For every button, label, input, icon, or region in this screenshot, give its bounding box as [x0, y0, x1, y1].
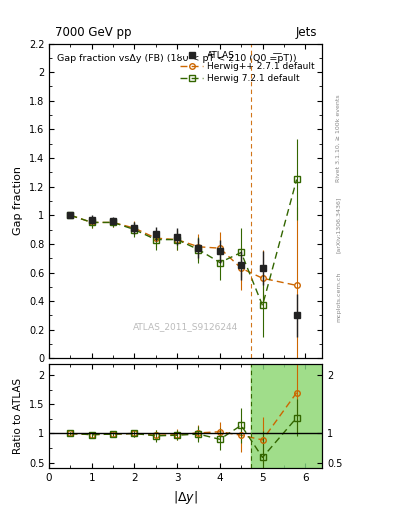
Text: 7000 GeV pp: 7000 GeV pp: [55, 26, 131, 39]
Text: Rivet 3.1.10, ≥ 100k events: Rivet 3.1.10, ≥ 100k events: [336, 94, 341, 182]
X-axis label: $|\Delta y|$: $|\Delta y|$: [173, 489, 198, 506]
Text: mcplots.cern.ch: mcplots.cern.ch: [336, 272, 341, 322]
Y-axis label: Gap fraction: Gap fraction: [13, 166, 23, 236]
Y-axis label: Ratio to ATLAS: Ratio to ATLAS: [13, 378, 23, 454]
Text: [arXiv:1306.3436]: [arXiv:1306.3436]: [336, 197, 341, 253]
Text: Gap fraction vsΔy (FB) (180 < pT < 210 (Q0 =͞pT)): Gap fraction vsΔy (FB) (180 < pT < 210 (…: [57, 53, 297, 63]
Text: ATLAS_2011_S9126244: ATLAS_2011_S9126244: [133, 323, 238, 331]
Legend: ATLAS, Herwig++ 2.7.1 default, Herwig 7.2.1 default: ATLAS, Herwig++ 2.7.1 default, Herwig 7.…: [178, 48, 318, 86]
Text: Jets: Jets: [295, 26, 317, 39]
